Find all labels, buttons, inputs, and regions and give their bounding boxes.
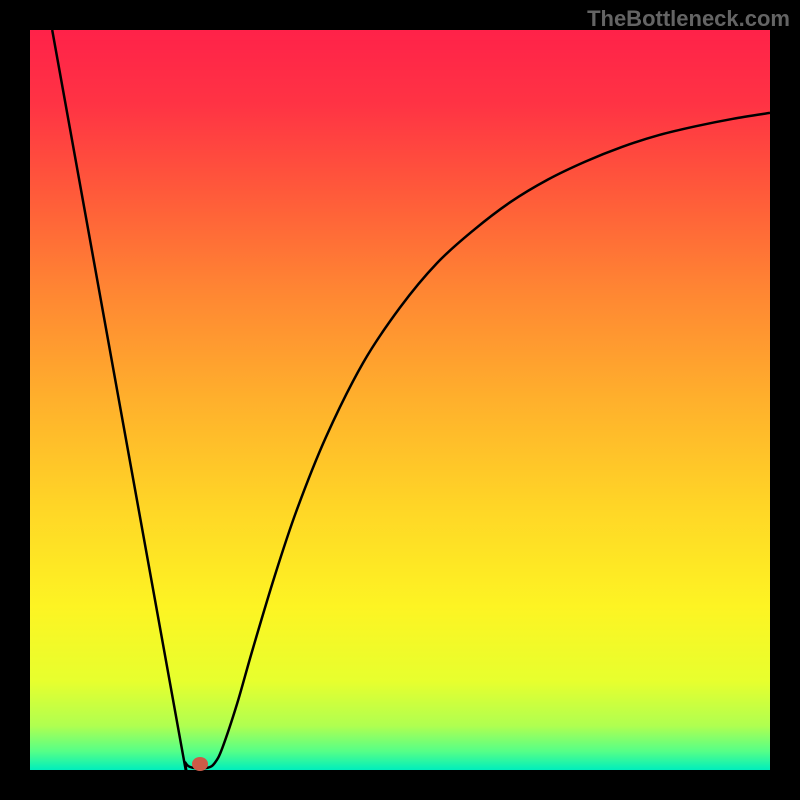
chart-container: TheBottleneck.com <box>0 0 800 800</box>
optimal-marker <box>192 757 208 771</box>
bottleneck-curve <box>52 30 770 770</box>
plot-area <box>30 30 770 770</box>
curve-layer <box>30 30 770 770</box>
watermark-text: TheBottleneck.com <box>587 6 790 32</box>
